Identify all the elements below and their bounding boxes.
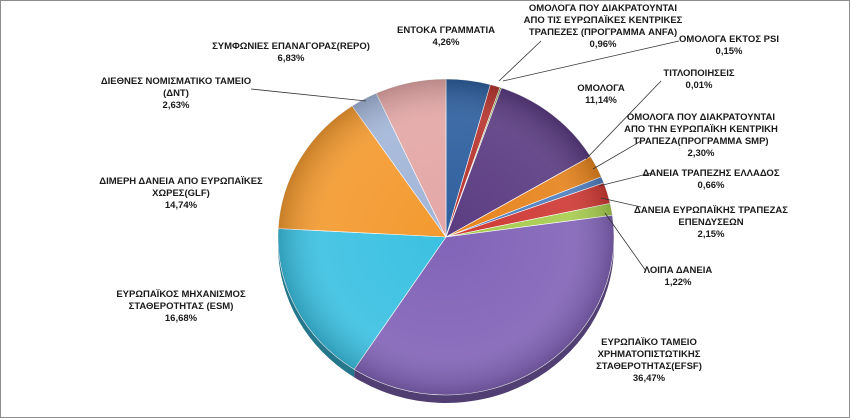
leader-line	[502, 40, 680, 82]
leader-line	[250, 88, 367, 102]
leader-line	[600, 197, 642, 208]
slice-label-line: ΣΥΜΦΩΝΙΕΣ ΕΠΑΝΑΓΟΡΑΣ(REPO)	[212, 41, 370, 52]
slice-label-line: (ΔΝΤ)	[163, 88, 189, 99]
slice-label-line: 0,01%	[686, 80, 713, 91]
slice-label-line: ΑΠΟ ΤΙΣ ΕΥΡΩΠΑΪΚΕΣ ΚΕΝΤΡΙΚΕΣ	[524, 15, 683, 26]
slice-labels: ΕΝΤΟΚΑ ΓΡΑΜΜΑΤΙΑ 4,26% ΟΜΟΛΟΓΑ ΠΟΥ ΔΙΑΚΡΑΤ…	[99, 3, 788, 384]
slice-label-line: 4,26%	[433, 37, 460, 48]
slice-label: ΔΙΕΘΝΕΣ ΝΟΜΙΣΜΑΤΙΚΟ ΤΑΜΕΙΟ (ΔΝΤ) 2,63%	[101, 76, 251, 111]
slice-label-line: 0,66%	[698, 180, 725, 191]
leader-line	[604, 212, 647, 272]
slice-label-line: ΕΥΡΩΠΑΪΚΟ ΤΑΜΕΙΟ	[601, 337, 697, 348]
slice-label-line: ΑΠΟ ΤΗΝ ΕΥΡΩΠΑΪΚΗ ΚΕΝΤΡΙΚΗ	[624, 124, 778, 135]
slice-label: ΟΜΟΛΟΓΑ ΠΟΥ ΔΙΑΚΡΑΤΟΥΝΤΑΙ ΑΠΟ ΤΗΝ ΕΥΡΩΠΑΪ…	[624, 112, 778, 159]
slice-label: ΕΥΡΩΠΑΪΚΟΣ ΜΗΧΑΝΙΣΜΟΣ ΣΤΑΘΕΡΟΤΗΤΑΣ (ESM) 1…	[116, 289, 246, 324]
slice-label-line: ΟΜΟΛΟΓΑ	[577, 83, 625, 94]
slice-label-line: ΣΤΑΘΕΡΟΤΗΤΑΣ (ESM)	[129, 301, 234, 312]
leader-line	[592, 140, 642, 170]
slice-label-line: 16,68%	[165, 313, 198, 324]
leader-line	[585, 80, 662, 160]
slice-label: ΟΜΟΛΟΓΑ ΠΟΥ ΔΙΑΚΡΑΤΟΥΝΤΑΙ ΑΠΟ ΤΙΣ ΕΥΡΩΠΑΪ…	[524, 3, 683, 50]
slice-label-line: ΕΥΡΩΠΑΪΚΟΣ ΜΗΧΑΝΙΣΜΟΣ	[116, 289, 246, 300]
slice-label-line: ΤΡΑΠΕΖΑ(ΠΡΟΓΡΑΜΜΑ SMP)	[633, 136, 768, 147]
pie-slices	[277, 78, 615, 396]
slice-label-line: ΔΙΕΘΝΕΣ ΝΟΜΙΣΜΑΤΙΚΟ ΤΑΜΕΙΟ	[101, 76, 251, 87]
slice-label-line: ΛΟΙΠΑ ΔΑΝΕΙΑ	[644, 265, 713, 276]
slice-label-line: 14,74%	[165, 200, 198, 211]
slice-label-line: 36,47%	[633, 373, 666, 384]
slice-label-line: ΔΙΜΕΡΗ ΔΑΝΕΙΑ ΑΠΟ ΕΥΡΩΠΑΪΚΕΣ	[99, 176, 263, 187]
slice-label-line: ΕΠΕΝΔΥΣΕΩΝ	[678, 217, 743, 228]
slice-label: ΕΥΡΩΠΑΪΚΟ ΤΑΜΕΙΟ ΧΡΗΜΑΤΟΠΙΣΤΩΤΙΚΗΣ ΣΤΑΘΕΡΟ…	[596, 337, 702, 384]
slice-label: ΤΙΤΛΟΠΟΙΗΣΕΙΣ 0,01%	[663, 68, 734, 91]
slice-label-line: ΤΡΑΠΕΖΕΣ (ΠΡΟΓΡΑΜΜΑ ANFA)	[529, 27, 677, 38]
slice-label-line: 1,22%	[665, 277, 692, 288]
slice-label-line: ΔΑΝΕΙΑ ΕΥΡΩΠΑΪΚΗΣ ΤΡΑΠΕΖΑΣ	[634, 205, 788, 216]
slice-label: ΟΜΟΛΟΓΑ ΕΚΤΟΣ PSI 0,15%	[679, 34, 779, 57]
slice-label-line: ΟΜΟΛΟΓΑ ΠΟΥ ΔΙΑΚΡΑΤΟΥΝΤΑΙ	[627, 112, 775, 123]
slice-label: ΟΜΟΛΟΓΑ 11,14%	[577, 83, 625, 106]
slice-label-line: 0,15%	[716, 46, 743, 57]
slice-label-line: 2,30%	[688, 148, 715, 159]
slice-label-line: 11,14%	[585, 95, 617, 106]
slice-label-line: ΧΡΗΜΑΤΟΠΙΣΤΩΤΙΚΗΣ	[598, 349, 701, 360]
slice-label: ΕΝΤΟΚΑ ΓΡΑΜΜΑΤΙΑ 4,26%	[397, 25, 495, 48]
slice-label-line: ΣΤΑΘΕΡΟΤΗΤΑΣ(EFSF)	[596, 361, 702, 372]
slice-label-line: 2,15%	[698, 229, 725, 240]
slice-label-line: ΟΜΟΛΟΓΑ ΕΚΤΟΣ PSI	[679, 34, 779, 45]
slice-label-line: 6,83%	[278, 53, 305, 64]
slice-label-line: ΔΑΝΕΙΑ ΤΡΑΠΕΖΗΣ ΕΛΛΑΔΟΣ	[642, 168, 779, 179]
slice-label-line: 2,63%	[163, 100, 190, 111]
slice-label-line: ΕΝΤΟΚΑ ΓΡΑΜΜΑΤΙΑ	[397, 25, 495, 36]
slice-label-line: 0,96%	[590, 39, 617, 50]
slice-label: ΔΑΝΕΙΑ ΤΡΑΠΕΖΗΣ ΕΛΛΑΔΟΣ 0,66%	[642, 168, 779, 191]
leader-line	[498, 40, 542, 82]
slice-label-line: ΧΩΡΕΣ(GLF)	[152, 188, 210, 199]
slice-label: ΔΑΝΕΙΑ ΕΥΡΩΠΑΪΚΗΣ ΤΡΑΠΕΖΑΣ ΕΠΕΝΔΥΣΕΩΝ 2,15…	[634, 205, 788, 240]
leader-line	[598, 172, 652, 187]
slice-label: ΛΟΙΠΑ ΔΑΝΕΙΑ 1,22%	[644, 265, 713, 288]
slice-label: ΣΥΜΦΩΝΙΕΣ ΕΠΑΝΑΓΟΡΑΣ(REPO) 6,83%	[212, 41, 370, 64]
slice-label-line: ΟΜΟΛΟΓΑ ΠΟΥ ΔΙΑΚΡΑΤΟΥΝΤΑΙ	[529, 3, 677, 14]
slice-label: ΔΙΜΕΡΗ ΔΑΝΕΙΑ ΑΠΟ ΕΥΡΩΠΑΪΚΕΣ ΧΩΡΕΣ(GLF) 14…	[99, 176, 263, 211]
slice-label-line: ΤΙΤΛΟΠΟΙΗΣΕΙΣ	[663, 68, 734, 79]
